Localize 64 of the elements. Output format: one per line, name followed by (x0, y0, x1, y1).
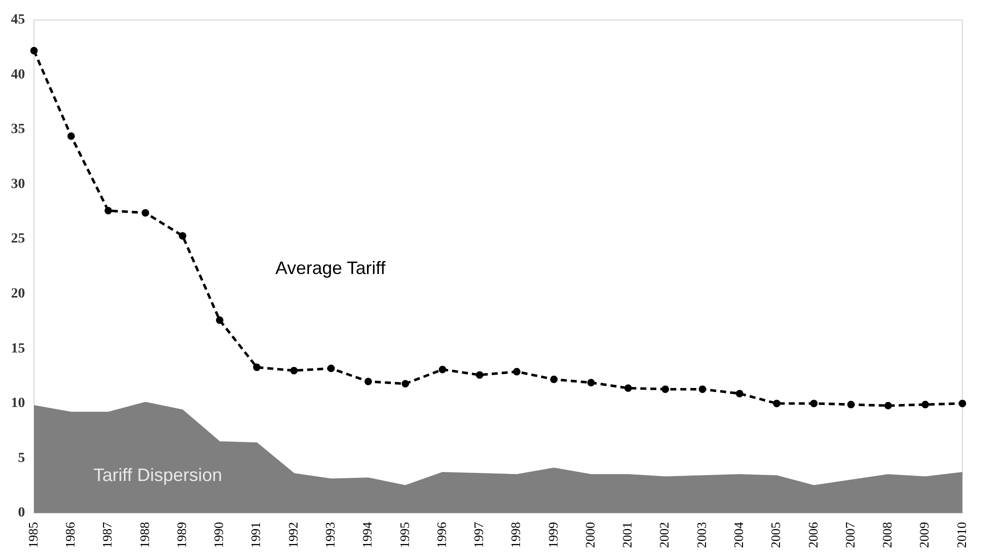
x-tick-label: 2000 (582, 522, 598, 548)
point (847, 400, 855, 408)
y-tick-label: 25 (11, 232, 25, 247)
point (67, 132, 75, 140)
point (698, 385, 706, 393)
x-tick-label: 1985 (25, 522, 40, 548)
point (550, 376, 558, 384)
x-tick-label: 2002 (656, 522, 672, 548)
point (290, 366, 298, 374)
y-tick-label: 20 (11, 286, 25, 302)
y-tick-label: 15 (11, 341, 25, 356)
point (30, 46, 38, 54)
y-tick-label: 35 (11, 122, 25, 138)
x-tick-label: 1987 (100, 522, 115, 548)
point (476, 371, 484, 379)
y-tick-label: 45 (11, 12, 25, 28)
point (402, 380, 410, 388)
point (178, 232, 186, 240)
point (958, 400, 966, 408)
y-tick-label: 10 (11, 396, 25, 412)
x-tick-label: 1991 (248, 522, 264, 548)
point (216, 316, 224, 324)
y-tick-label: 30 (11, 176, 25, 192)
x-tick-label: 2007 (842, 522, 858, 548)
x-tick-label: 1999 (545, 522, 560, 548)
x-tick-label: 1988 (136, 522, 152, 548)
x-tick-label: 2003 (694, 522, 709, 548)
y-tick-label: 0 (18, 506, 25, 521)
point (513, 368, 521, 376)
point (142, 209, 150, 217)
x-tick-label: 1986 (62, 522, 78, 548)
y-tick-label: 5 (18, 450, 25, 466)
x-tick-label: 1994 (360, 522, 375, 548)
x-tick-label: 2010 (954, 522, 969, 548)
point (253, 364, 261, 372)
x-tick-label: 1992 (285, 522, 300, 548)
point (662, 385, 670, 393)
y-tick-label: 40 (11, 67, 25, 82)
x-tick-label: 1990 (211, 522, 226, 548)
x-tick-label: 2006 (805, 522, 820, 548)
point (327, 364, 335, 372)
text: Average Tariff (275, 258, 386, 278)
point (587, 378, 595, 386)
x-tick-label: 2004 (731, 522, 746, 548)
x-tick-label: 2005 (768, 522, 784, 548)
x-tick-label: 1998 (508, 522, 524, 548)
x-tick-label: 1997 (471, 522, 486, 548)
point (364, 378, 372, 386)
point (624, 384, 632, 392)
x-tick-label: 2001 (620, 522, 635, 548)
x-tick-label: 2009 (916, 522, 932, 548)
point (922, 400, 930, 408)
x-tick-label: 1996 (434, 522, 449, 548)
x-tick-label: 1989 (174, 522, 189, 548)
point (884, 402, 892, 410)
x-tick-label: 1993 (322, 522, 338, 548)
x-tick-label: 1995 (396, 522, 412, 548)
point (772, 400, 780, 408)
x-tick-label: 2008 (880, 522, 895, 548)
point (736, 390, 744, 398)
point (104, 206, 112, 214)
series-label: Tariff Dispersion (93, 464, 222, 485)
point (438, 366, 446, 374)
point (810, 400, 818, 408)
